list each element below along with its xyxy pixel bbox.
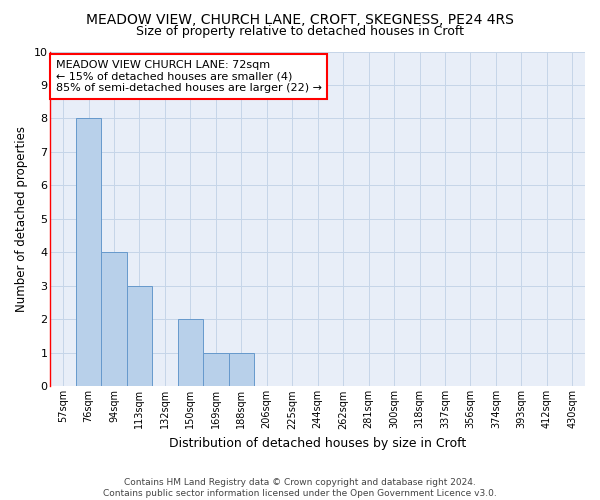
Bar [76,118,101,386]
Bar [229,353,254,386]
Bar [203,353,229,386]
Bar [101,252,127,386]
Text: MEADOW VIEW, CHURCH LANE, CROFT, SKEGNESS, PE24 4RS: MEADOW VIEW, CHURCH LANE, CROFT, SKEGNES… [86,12,514,26]
X-axis label: Distribution of detached houses by size in Croft: Distribution of detached houses by size … [169,437,466,450]
Y-axis label: Number of detached properties: Number of detached properties [15,126,28,312]
Bar [178,320,203,386]
Text: Size of property relative to detached houses in Croft: Size of property relative to detached ho… [136,25,464,38]
Text: MEADOW VIEW CHURCH LANE: 72sqm
← 15% of detached houses are smaller (4)
85% of s: MEADOW VIEW CHURCH LANE: 72sqm ← 15% of … [56,60,322,93]
Text: Contains HM Land Registry data © Crown copyright and database right 2024.
Contai: Contains HM Land Registry data © Crown c… [103,478,497,498]
Bar [127,286,152,386]
